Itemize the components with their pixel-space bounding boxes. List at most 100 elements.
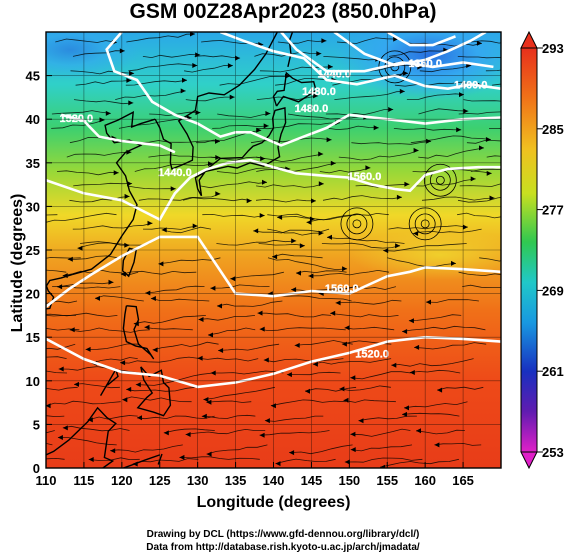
coastline — [157, 453, 163, 465]
colorbar-bottom-arrow — [520, 451, 538, 470]
streamline-arrow — [277, 214, 283, 220]
streamline — [351, 140, 432, 145]
streamline-arrow — [4, 440, 9, 445]
streamline — [258, 243, 305, 247]
streamline — [277, 214, 357, 221]
streamline-arrow — [341, 341, 347, 347]
streamline — [145, 285, 205, 294]
streamline — [322, 195, 402, 201]
streamline — [267, 257, 348, 271]
streamline — [135, 372, 213, 386]
streamline-arrow — [408, 318, 414, 324]
streamline — [335, 299, 402, 305]
streamline-arrow — [514, 56, 519, 61]
cold-anomaly-northwest — [46, 32, 140, 80]
x-tick-label: 145 — [301, 473, 323, 488]
streamline — [318, 286, 397, 294]
streamline-arrow — [286, 372, 292, 378]
streamline-arrow — [126, 386, 132, 392]
streamline-arrow — [434, 442, 440, 448]
streamline-arrow — [227, 63, 233, 69]
eddy — [423, 163, 457, 197]
contour-label: 1520.0 — [60, 113, 94, 125]
streamline — [394, 81, 482, 87]
streamline — [230, 271, 284, 280]
streamline-arrow — [299, 243, 305, 249]
streamline-arrow — [260, 156, 266, 162]
streamline — [259, 327, 346, 332]
coastline — [194, 107, 287, 197]
coastline — [46, 284, 55, 310]
y-tick-label: 40 — [26, 112, 40, 127]
streamline-arrow — [311, 198, 316, 204]
x-tick-label: 155 — [376, 473, 398, 488]
streamline-arrow — [190, 32, 195, 37]
streamline — [253, 228, 330, 234]
streamline — [321, 242, 401, 249]
streamline — [201, 414, 256, 419]
streamline-arrow — [296, 270, 301, 276]
streamline — [46, 400, 121, 407]
streamline-arrow — [158, 261, 164, 267]
streamline — [255, 198, 317, 203]
streamline-arrow — [57, 435, 63, 440]
streamline — [344, 457, 423, 463]
grid-lines — [46, 32, 501, 468]
streamline — [218, 343, 280, 351]
y-tick-label: 30 — [26, 199, 40, 214]
streamline-arrow — [335, 300, 341, 306]
contour-label: 1480.0 — [302, 86, 336, 98]
streamline-arrow — [69, 327, 75, 333]
streamline-arrow — [35, 221, 40, 226]
coastline — [287, 32, 294, 68]
streamline — [46, 314, 77, 317]
streamline — [267, 228, 324, 236]
streamline — [55, 38, 117, 43]
streamline-arrow — [203, 397, 209, 402]
contour-label: 1440.0 — [317, 68, 351, 80]
y-axis-label: Latitude (degrees) — [9, 193, 26, 333]
streamline — [401, 412, 460, 417]
streamline — [264, 415, 324, 422]
streamline-arrow — [318, 181, 324, 187]
streamline — [486, 155, 501, 158]
streamline-arrow — [451, 260, 456, 266]
streamline-arrow — [265, 111, 271, 116]
streamline — [217, 113, 271, 118]
streamline-arrow — [110, 448, 116, 454]
streamline-arrow — [259, 326, 265, 332]
streamline — [62, 425, 130, 432]
streamline — [51, 110, 111, 115]
streamline — [182, 197, 252, 202]
streamline-arrow — [161, 227, 167, 233]
streamline — [275, 458, 336, 464]
page-title: GSM 00Z28Apr2023 (850.0hPa) — [129, 0, 437, 23]
streamline-arrow — [29, 302, 34, 307]
streamline — [259, 430, 330, 436]
streamline-arrow — [108, 279, 114, 285]
streamline — [421, 196, 495, 201]
streamline-arrow — [9, 383, 14, 388]
streamline-arrow — [201, 413, 207, 419]
streamline-arrow — [0, 367, 5, 372]
streamline — [325, 109, 394, 116]
streamline — [339, 385, 391, 391]
contour-line — [280, 32, 494, 73]
streamline-arrow — [275, 461, 281, 467]
streamline — [163, 428, 215, 434]
streamline — [437, 386, 484, 391]
streamline-arrow — [192, 223, 198, 229]
streamline — [46, 328, 80, 331]
streamline — [142, 54, 201, 59]
streamline — [306, 212, 389, 223]
streamline — [120, 270, 197, 275]
x-tick-label: 140 — [263, 473, 285, 488]
streamline-arrow — [170, 186, 176, 192]
streamline — [58, 366, 140, 374]
streamline — [458, 271, 501, 277]
streamline-arrow — [553, 254, 558, 259]
streamline — [51, 119, 105, 129]
streamline-arrow — [215, 191, 221, 197]
streamline — [179, 456, 260, 460]
coastlines — [46, 32, 317, 468]
